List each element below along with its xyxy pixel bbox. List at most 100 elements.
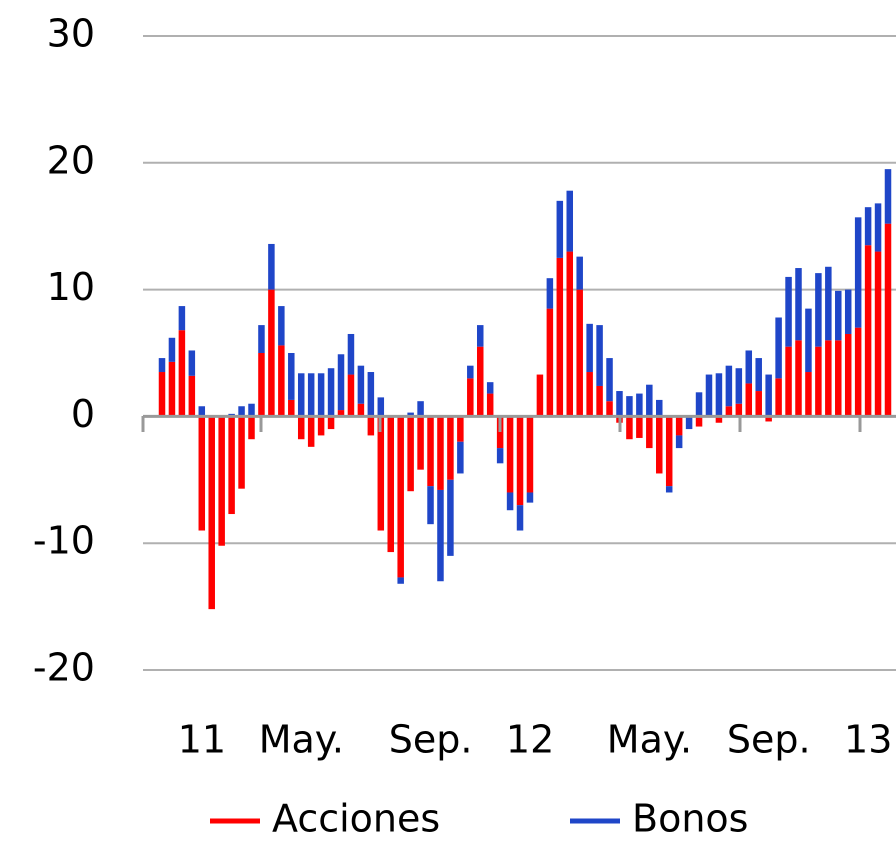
bar [606, 401, 613, 417]
bar [297, 373, 305, 417]
bar [695, 392, 703, 417]
bar [248, 403, 255, 417]
y-tick-label: 20 [47, 138, 95, 182]
bar [825, 266, 832, 341]
bar [198, 406, 206, 417]
bar [695, 416, 703, 427]
bar [626, 416, 633, 440]
bar [656, 416, 663, 474]
bar [317, 373, 325, 417]
bar [835, 340, 842, 417]
bar [467, 378, 474, 417]
bar [476, 325, 484, 347]
bar [208, 416, 215, 610]
bar [566, 190, 574, 252]
bar [437, 489, 444, 582]
bar [288, 399, 295, 417]
x-tick-label: May. [259, 718, 344, 762]
bar [248, 416, 255, 440]
bar [835, 290, 842, 341]
x-tick-label: Sep. [389, 718, 473, 762]
bar [178, 306, 186, 331]
bar [307, 416, 315, 447]
bar [268, 289, 275, 417]
bar [755, 358, 762, 392]
bar [874, 203, 882, 252]
bar [844, 333, 852, 417]
bar [715, 416, 723, 423]
bar [447, 416, 454, 480]
bar [536, 374, 544, 417]
bar [377, 397, 385, 417]
bar [596, 325, 603, 386]
bar [158, 358, 166, 373]
bar [447, 479, 454, 556]
bar [586, 323, 593, 373]
bar [864, 245, 872, 417]
bar [437, 416, 444, 490]
bar [307, 373, 315, 417]
bar [526, 416, 534, 493]
bar [278, 306, 285, 346]
bar [775, 378, 782, 417]
y-tick-label: 10 [47, 265, 95, 309]
bar [238, 416, 245, 489]
bar [745, 350, 753, 384]
bar [457, 416, 464, 442]
bar [765, 374, 772, 417]
bar [317, 416, 325, 436]
bar [735, 368, 743, 404]
bar [745, 383, 753, 417]
y-tick-label: -20 [33, 646, 95, 690]
bar [636, 393, 643, 417]
bar [278, 345, 285, 417]
bar [347, 374, 355, 417]
bar [755, 391, 762, 417]
bar [288, 353, 295, 400]
bar [168, 337, 176, 362]
bar [825, 340, 832, 417]
x-tick-label: 11 [178, 718, 226, 762]
bar [486, 382, 494, 394]
legend-label: Acciones [272, 797, 440, 841]
bar [417, 401, 424, 417]
bar [874, 251, 882, 417]
bar [795, 268, 802, 341]
x-tick-label: Sep. [727, 718, 811, 762]
bar [178, 330, 186, 417]
bar [427, 486, 434, 525]
bar [884, 169, 892, 224]
bar [815, 346, 822, 417]
bar [556, 257, 564, 417]
y-tick-label: -10 [33, 519, 95, 563]
bar [556, 200, 564, 258]
bar [188, 375, 196, 417]
bar [407, 416, 414, 492]
grid [143, 35, 896, 671]
bar [606, 358, 613, 402]
bar [188, 350, 196, 376]
bar [626, 396, 633, 417]
bar [268, 243, 275, 290]
bar [685, 416, 693, 430]
bar [576, 256, 583, 290]
bar [367, 372, 375, 417]
bar [467, 365, 474, 379]
bar [506, 416, 514, 493]
bar [616, 391, 623, 417]
bar [795, 340, 802, 417]
bar [357, 403, 365, 417]
bar [646, 416, 653, 449]
bar [725, 365, 733, 407]
bar [397, 416, 404, 578]
bar [775, 317, 782, 379]
bar [576, 289, 583, 417]
bar [337, 354, 345, 411]
bar [546, 308, 554, 417]
bar [785, 276, 792, 347]
bar [377, 416, 385, 531]
bar [646, 384, 653, 417]
bar [586, 372, 593, 417]
bar [347, 333, 355, 375]
